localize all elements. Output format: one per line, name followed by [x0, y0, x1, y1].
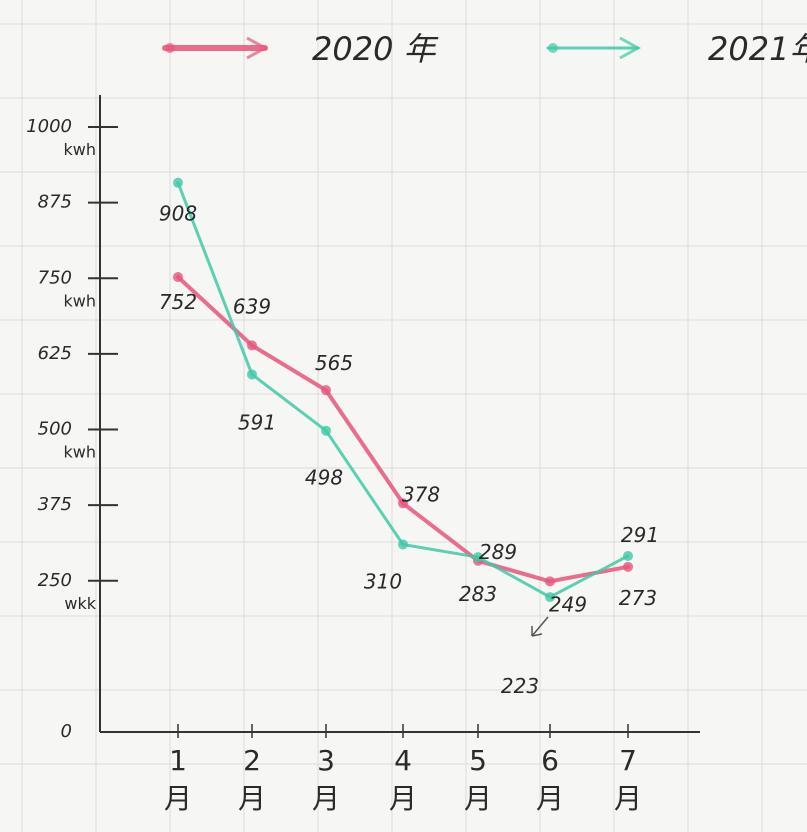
data-label-1: 639	[233, 294, 271, 318]
data-label-1: 273	[619, 586, 657, 610]
data-point-1	[545, 576, 555, 587]
series-line-2	[176, 181, 630, 599]
y-tick-unit: wkk	[64, 594, 96, 613]
legend-label-1: 2020 年	[312, 30, 439, 68]
data-point-1	[623, 561, 633, 572]
data-point-2	[247, 369, 257, 380]
data-point-2	[623, 550, 633, 561]
data-label-1: 752	[159, 290, 197, 314]
data-label-2: 310	[364, 569, 402, 593]
y-tick-label: 250	[38, 570, 72, 591]
data-label-2: 908	[159, 202, 197, 226]
legend-arrow-1	[246, 36, 269, 60]
data-point-2	[398, 539, 408, 550]
legend-marker-1	[165, 43, 175, 53]
y-tick-label: 500	[38, 419, 72, 440]
data-label-1: 565	[315, 351, 353, 375]
data-point-1	[321, 385, 331, 396]
y-tick-label: 1000	[26, 116, 72, 137]
annotation-arrow	[531, 616, 549, 637]
y-tick-unit: kwh	[64, 443, 97, 462]
data-point-2	[545, 592, 555, 603]
data-label-2: 291	[621, 523, 659, 547]
y-tick-unit: kwh	[64, 291, 97, 310]
y-tick-label: 625	[38, 343, 72, 364]
data-point-2	[321, 425, 331, 436]
y-tick-label: 375	[38, 494, 72, 515]
data-label-1: 378	[402, 482, 440, 506]
data-label-2: 591	[238, 410, 276, 434]
data-point-1	[247, 340, 257, 351]
data-point-2	[473, 552, 483, 563]
legend-label-2: 2021年	[708, 30, 807, 68]
y-tick-label: 0	[61, 721, 72, 742]
y-tick-unit: kwh	[64, 140, 97, 159]
data-point-1	[173, 272, 183, 283]
data-point-2	[173, 177, 183, 188]
data-label-1: 283	[459, 582, 497, 606]
data-label-2: 289	[479, 540, 517, 564]
legend-marker-2	[548, 43, 558, 53]
data-label-2: 223	[501, 674, 539, 698]
data-label-2: 498	[305, 466, 343, 490]
legend-arrow-2	[619, 36, 642, 60]
y-tick-label: 750	[38, 267, 72, 288]
data-point-1	[398, 498, 408, 509]
data-label-1: 249	[549, 592, 587, 616]
y-tick-label: 875	[38, 192, 72, 213]
